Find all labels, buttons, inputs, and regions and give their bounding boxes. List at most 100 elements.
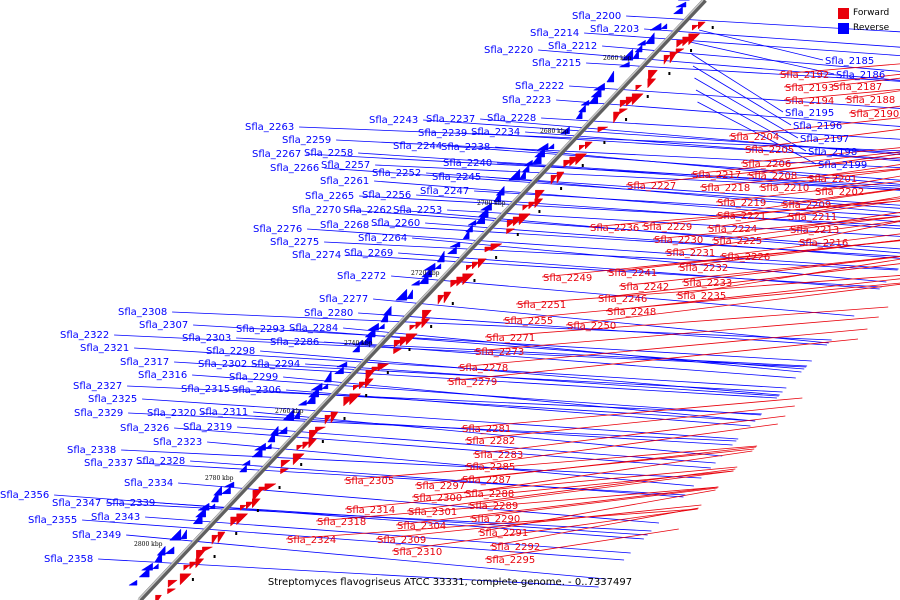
forward-gene-arrow <box>437 294 445 306</box>
forward-gene-arrow <box>675 48 685 55</box>
forward-gene-arrow <box>619 108 629 115</box>
reverse-gene-arrow <box>395 288 408 301</box>
reverse-gene-arrow <box>380 310 389 323</box>
reverse-gene-label: Sfla_2343 <box>91 512 140 523</box>
forward-leader-line <box>472 415 786 455</box>
reverse-gene-label: Sfla_2253 <box>393 205 442 216</box>
forward-gene-label: Sfla_2209 <box>782 200 831 211</box>
forward-gene-arrow <box>179 573 192 586</box>
forward-gene-label: Sfla_2283 <box>474 450 523 461</box>
reverse-gene-arrow <box>169 528 182 541</box>
reverse-gene-label: Sfla_2302 <box>198 359 247 370</box>
reverse-gene-arrow <box>410 279 420 286</box>
forward-leader-line <box>783 73 900 88</box>
reverse-gene-arrow <box>619 61 630 68</box>
reverse-gene-label: Sfla_2262 <box>343 205 392 216</box>
forward-leader-line <box>677 239 900 268</box>
reverse-gene-label: Sfla_2200 <box>572 11 621 22</box>
forward-gene-arrow <box>563 159 574 168</box>
reverse-gene-label: Sfla_2317 <box>120 357 169 368</box>
forward-gene-arrow <box>167 588 177 595</box>
forward-leader-line <box>681 256 900 283</box>
forward-gene-arrow <box>506 228 516 235</box>
reverse-leader-line <box>692 65 792 126</box>
forward-gene-label: Sfla_2194 <box>785 96 834 107</box>
reverse-gene-label: Sfla_2355 <box>28 515 77 526</box>
reverse-leader-line <box>290 328 805 370</box>
forward-gene-arrow <box>669 51 678 64</box>
forward-gene-arrow <box>196 549 206 562</box>
forward-gene-label: Sfla_2231 <box>666 248 715 259</box>
forward-gene-label: Sfla_2248 <box>607 307 656 318</box>
forward-gene-arrow <box>393 348 403 355</box>
forward-gene-label: Sfla_2219 <box>717 198 766 209</box>
forward-leader-line <box>460 397 803 429</box>
reverse-gene-label: Sfla_2338 <box>67 445 116 456</box>
forward-leader-line <box>463 450 753 494</box>
reverse-gene-label: Sfla_2238 <box>441 142 490 153</box>
reverse-gene-arrow <box>223 481 235 488</box>
backbone-marker <box>495 256 498 259</box>
forward-gene-arrow <box>409 324 417 331</box>
reverse-gene-label: Sfla_2274 <box>292 250 341 261</box>
forward-leader-line <box>446 338 859 382</box>
reverse-gene-arrow <box>238 464 247 473</box>
reverse-gene-label: Sfla_2284 <box>289 323 338 334</box>
forward-gene-label: Sfla_2305 <box>345 476 394 487</box>
reverse-gene-label: Sfla_2298 <box>206 346 255 357</box>
backbone-marker <box>668 72 671 75</box>
forward-gene-label: Sfla_2278 <box>459 363 508 374</box>
forward-leader-line <box>625 156 900 186</box>
legend-forward-label: Forward <box>853 8 890 18</box>
reverse-leader-line <box>307 228 899 270</box>
reverse-leader-line <box>447 145 900 181</box>
reverse-leader-line <box>286 389 751 427</box>
forward-gene-arrow <box>535 189 545 202</box>
reverse-gene-label: Sfla_2196 <box>793 121 842 132</box>
forward-gene-label: Sfla_2282 <box>466 436 515 447</box>
forward-gene-arrow <box>522 204 530 211</box>
gene-labels: Sfla_2200 Sfla_2203 Sfla_2214 Sfla_2212 Sfla… <box>0 11 899 566</box>
reverse-gene-label: Sfla_2186 <box>836 70 885 81</box>
forward-leader-line <box>711 216 900 241</box>
backbone-marker <box>256 509 259 512</box>
reverse-gene-label: Sfla_2195 <box>785 108 834 119</box>
forward-gene-label: Sfla_2210 <box>760 183 809 194</box>
reverse-gene-arrow <box>293 408 300 420</box>
reverse-gene-label: Sfla_2220 <box>484 45 533 56</box>
reverse-gene-arrow <box>321 383 329 390</box>
reverse-gene-label: Sfla_2308 <box>118 307 167 318</box>
reverse-leader-line <box>174 361 777 399</box>
reverse-gene-label: Sfla_2294 <box>251 359 300 370</box>
forward-gene-arrow <box>280 468 290 475</box>
reverse-gene-label: Sfla_2349 <box>72 530 121 541</box>
backbone-marker <box>365 394 368 397</box>
forward-gene-arrow <box>648 69 658 82</box>
reverse-leader-line <box>425 222 900 259</box>
reverse-gene-label: Sfla_2299 <box>229 372 278 383</box>
forward-gene-arrow <box>252 489 263 502</box>
forward-gene-arrow <box>330 411 339 424</box>
reverse-gene-label: Sfla_2319 <box>183 422 232 433</box>
reverse-gene-arrow <box>660 23 668 30</box>
reverse-gene-arrow <box>128 579 138 586</box>
reverse-gene-label: Sfla_2261 <box>320 176 369 187</box>
forward-gene-label: Sfla_2236 <box>590 223 639 234</box>
reverse-gene-label: Sfla_2272 <box>337 271 386 282</box>
reverse-gene-label: Sfla_2199 <box>818 160 867 171</box>
forward-leader-line <box>285 508 698 540</box>
forward-leader-line <box>406 468 736 512</box>
forward-gene-label: Sfla_2232 <box>679 263 728 274</box>
reverse-gene-arrow <box>606 70 615 83</box>
forward-gene-arrow <box>240 504 247 511</box>
reverse-leader-line <box>98 558 599 588</box>
reverse-leader-line <box>698 29 824 61</box>
reverse-gene-arrow <box>151 563 159 570</box>
reverse-gene-arrow <box>559 126 570 135</box>
reverse-gene-arrow <box>192 512 203 525</box>
reverse-leader-line <box>626 15 900 33</box>
kbp-tick-label: 2760 kbp <box>275 408 304 415</box>
reverse-gene-arrow <box>434 263 442 270</box>
forward-leader-line <box>489 507 699 547</box>
kbp-ticks: 2660 kbp 2680 kbp 2700 kbp 2720 kbp 2740 kbp… <box>134 55 632 548</box>
